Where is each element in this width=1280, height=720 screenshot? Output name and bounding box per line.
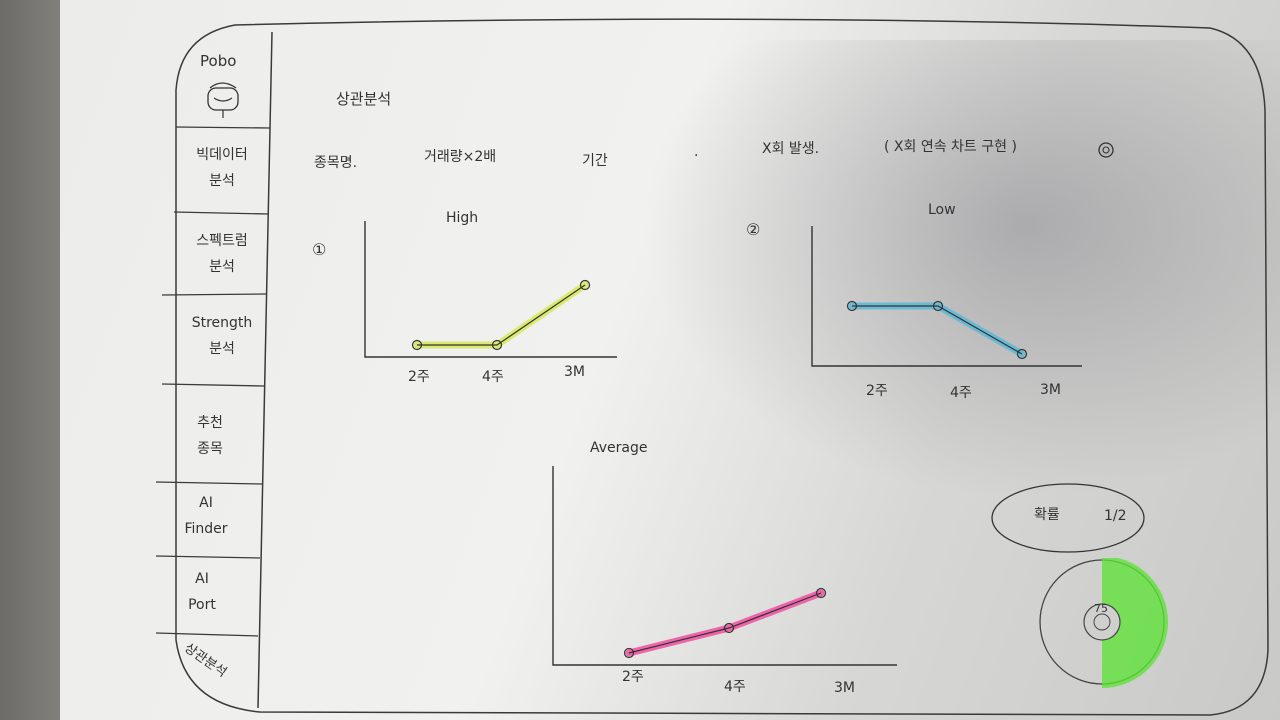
chart-low — [811, 226, 1082, 367]
sidebar-item-label: AI — [195, 571, 209, 587]
sidebar-item-strength[interactable]: Strength 분석 — [176, 310, 268, 362]
sidebar-item-label: Port — [188, 597, 216, 613]
chart-high — [364, 221, 617, 358]
sidebar-item-ai-finder[interactable]: AI Finder — [160, 490, 252, 542]
condition-label[interactable]: 거래량×2배 — [424, 149, 497, 165]
sidebar-item-label: 분석 — [209, 259, 235, 275]
chart-marker-2: ② — [746, 220, 761, 239]
sidebar-item-recommend[interactable]: 추천 종목 — [164, 410, 256, 462]
sidebar-item-label: Finder — [184, 521, 228, 537]
x-tick-label: 2주 — [622, 669, 644, 685]
chart-line — [417, 284, 586, 346]
probability-gauge — [1039, 558, 1168, 688]
note-label: ( X회 연속 차트 구현 ) — [884, 139, 1017, 155]
stock-label[interactable]: 종목명. — [314, 155, 358, 171]
data-point — [491, 339, 503, 351]
period-label[interactable]: 기간 — [582, 153, 608, 169]
sidebar-item-label: 분석 — [209, 341, 235, 357]
sidebar-item-label: 스펙트럼 — [196, 233, 248, 249]
x-tick-label: 2주 — [866, 383, 888, 399]
chart-title-average: Average — [590, 440, 648, 456]
sidebar-item-spectrum[interactable]: 스펙트럼 분석 — [176, 228, 268, 280]
chart-marker-1: ① — [312, 240, 327, 259]
x-tick-label: 4주 — [950, 385, 972, 401]
result-label: X회 발생. — [762, 141, 820, 157]
gauge-value: 75 — [1094, 602, 1108, 615]
sidebar-item-label: 종목 — [197, 441, 223, 457]
chart-highlight-line — [848, 302, 1026, 358]
sidebar-item-label: 빅데이터 — [196, 147, 248, 163]
chart-axes — [811, 226, 1082, 367]
data-point — [723, 622, 735, 634]
chart-axes — [552, 466, 897, 666]
probability-fraction: 1/2 — [1104, 508, 1127, 524]
x-tick-label: 3M — [1040, 382, 1061, 398]
chart-line — [852, 305, 1023, 355]
sidebar-item-label: AI — [199, 495, 213, 511]
data-point — [932, 300, 944, 312]
chart-line — [628, 592, 822, 654]
logo-text: Pobo — [200, 52, 237, 70]
sidebar-item-bigdata[interactable]: 빅데이터 분석 — [176, 142, 268, 194]
x-tick-label: 4주 — [724, 679, 746, 695]
probability-label: 확률 — [1034, 507, 1060, 523]
sidebar-item-ai-port[interactable]: AI Port — [156, 566, 248, 618]
chart-title-high: High — [446, 210, 479, 226]
settings-icon[interactable] — [1096, 140, 1116, 160]
chart-highlight-line — [625, 589, 825, 657]
data-point — [1016, 348, 1028, 360]
sidebar-item-label: 추천 — [197, 415, 223, 431]
data-point — [579, 279, 591, 291]
probability-bubble — [991, 483, 1145, 553]
separator-dot: · — [694, 148, 699, 164]
data-point — [411, 339, 423, 351]
page-title: 상관분석 — [336, 90, 392, 108]
gauge-inner-ring — [1083, 603, 1121, 641]
chart-axes — [364, 221, 617, 358]
sidebar-item-label: Strength — [191, 315, 253, 331]
x-tick-label: 4주 — [482, 369, 504, 385]
gauge-center — [1093, 613, 1111, 631]
chart-highlight-line — [413, 281, 589, 349]
x-tick-label: 3M — [564, 364, 585, 380]
data-point — [846, 300, 858, 312]
data-point — [623, 647, 635, 659]
gauge-fill — [1102, 558, 1168, 688]
chart-title-low: Low — [928, 202, 956, 218]
sidebar-item-label: 분석 — [209, 173, 235, 189]
data-point — [815, 587, 827, 599]
x-tick-label: 3M — [834, 680, 855, 696]
x-tick-label: 2주 — [408, 369, 430, 385]
chart-average — [552, 466, 897, 666]
